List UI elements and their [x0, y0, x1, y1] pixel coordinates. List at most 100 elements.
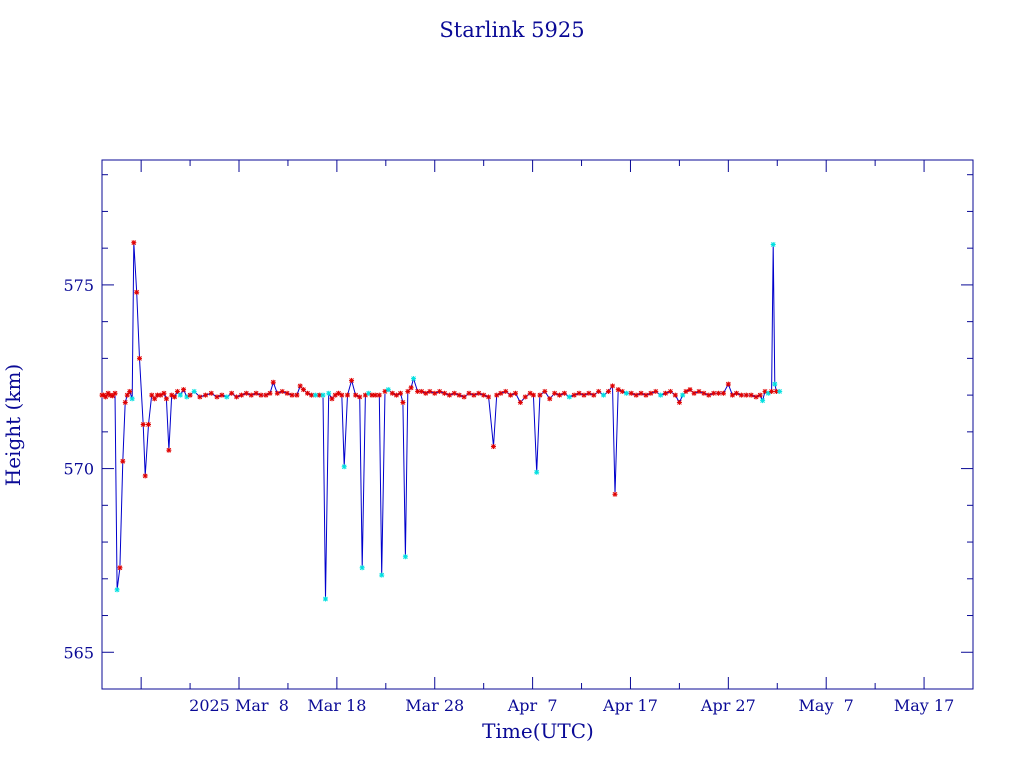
x-axis-label: Time(UTC) — [482, 719, 594, 743]
data-point — [234, 394, 240, 400]
data-point — [187, 392, 193, 398]
data-point — [267, 390, 273, 396]
data-point — [423, 390, 429, 396]
y-tick-label: 575 — [63, 276, 94, 295]
data-point — [172, 394, 178, 400]
data-point — [372, 392, 378, 398]
data-point — [481, 392, 487, 398]
data-point — [341, 464, 347, 470]
chart-title: Starlink 5925 — [439, 18, 584, 42]
data-point — [297, 383, 303, 389]
data-point — [648, 390, 654, 396]
x-tick-label: May 17 — [894, 696, 954, 715]
data-point — [769, 388, 775, 394]
data-point — [581, 392, 587, 398]
data-point — [419, 388, 425, 394]
x-tick-label: May 7 — [799, 696, 854, 715]
data-point — [738, 392, 744, 398]
data-point — [124, 392, 130, 398]
x-tick-label: Mar 18 — [307, 696, 366, 715]
data-point — [219, 392, 225, 398]
data-point — [214, 394, 220, 400]
x-tick-label: Mar 28 — [405, 696, 464, 715]
height-series-markers — [99, 240, 783, 602]
data-point — [289, 392, 295, 398]
data-point — [158, 392, 164, 398]
data-point — [181, 387, 187, 393]
data-point — [300, 387, 306, 393]
data-point — [437, 388, 443, 394]
data-point — [522, 394, 528, 400]
data-point — [762, 388, 768, 394]
data-point — [566, 394, 572, 400]
height-series-line — [102, 242, 780, 600]
data-point — [405, 388, 411, 394]
data-point — [610, 383, 616, 389]
data-point — [238, 392, 244, 398]
data-point — [353, 392, 359, 398]
data-point — [667, 388, 673, 394]
data-point — [687, 387, 693, 393]
data-point — [279, 388, 285, 394]
data-point — [612, 491, 618, 497]
data-point — [397, 390, 403, 396]
data-point — [294, 392, 300, 398]
data-point — [643, 392, 649, 398]
data-point — [127, 388, 133, 394]
data-point — [760, 398, 766, 404]
data-point — [725, 381, 731, 387]
data-point — [131, 240, 137, 246]
data-point — [605, 388, 611, 394]
data-point — [490, 444, 496, 450]
x-tick-label: Apr 17 — [602, 696, 658, 715]
data-point — [411, 376, 417, 382]
data-point — [149, 392, 155, 398]
data-point — [586, 390, 592, 396]
data-point — [628, 390, 634, 396]
data-point — [344, 392, 350, 398]
data-point — [161, 390, 167, 396]
data-point — [129, 396, 135, 402]
data-point — [743, 392, 749, 398]
data-point — [498, 390, 504, 396]
data-point — [166, 447, 172, 453]
data-point — [451, 390, 457, 396]
data-point — [676, 399, 682, 405]
data-point — [184, 394, 190, 400]
data-point — [134, 289, 140, 295]
data-point — [332, 392, 338, 398]
data-point — [270, 379, 276, 385]
data-point — [576, 390, 582, 396]
data-point — [753, 394, 759, 400]
data-point — [122, 399, 128, 405]
data-point — [683, 388, 689, 394]
data-point — [638, 390, 644, 396]
data-point — [672, 392, 678, 398]
data-point — [456, 392, 462, 398]
data-point — [494, 392, 500, 398]
data-point — [357, 394, 363, 400]
data-point — [197, 394, 203, 400]
data-point — [117, 565, 123, 571]
data-point — [393, 392, 399, 398]
data-point — [770, 241, 776, 247]
data-point — [711, 390, 717, 396]
data-point — [476, 390, 482, 396]
data-point — [284, 390, 290, 396]
data-point — [772, 381, 778, 387]
data-point — [748, 392, 754, 398]
data-point — [537, 392, 543, 398]
data-point — [114, 587, 120, 593]
data-point — [322, 596, 328, 602]
data-point — [263, 392, 269, 398]
data-point — [512, 390, 518, 396]
data-point — [691, 390, 697, 396]
data-point — [680, 392, 686, 398]
data-point — [163, 396, 169, 402]
data-point — [385, 387, 391, 393]
data-point — [601, 392, 607, 398]
data-point — [561, 390, 567, 396]
y-tick-labels: 565 570 575 — [63, 276, 94, 662]
data-point — [547, 396, 553, 402]
